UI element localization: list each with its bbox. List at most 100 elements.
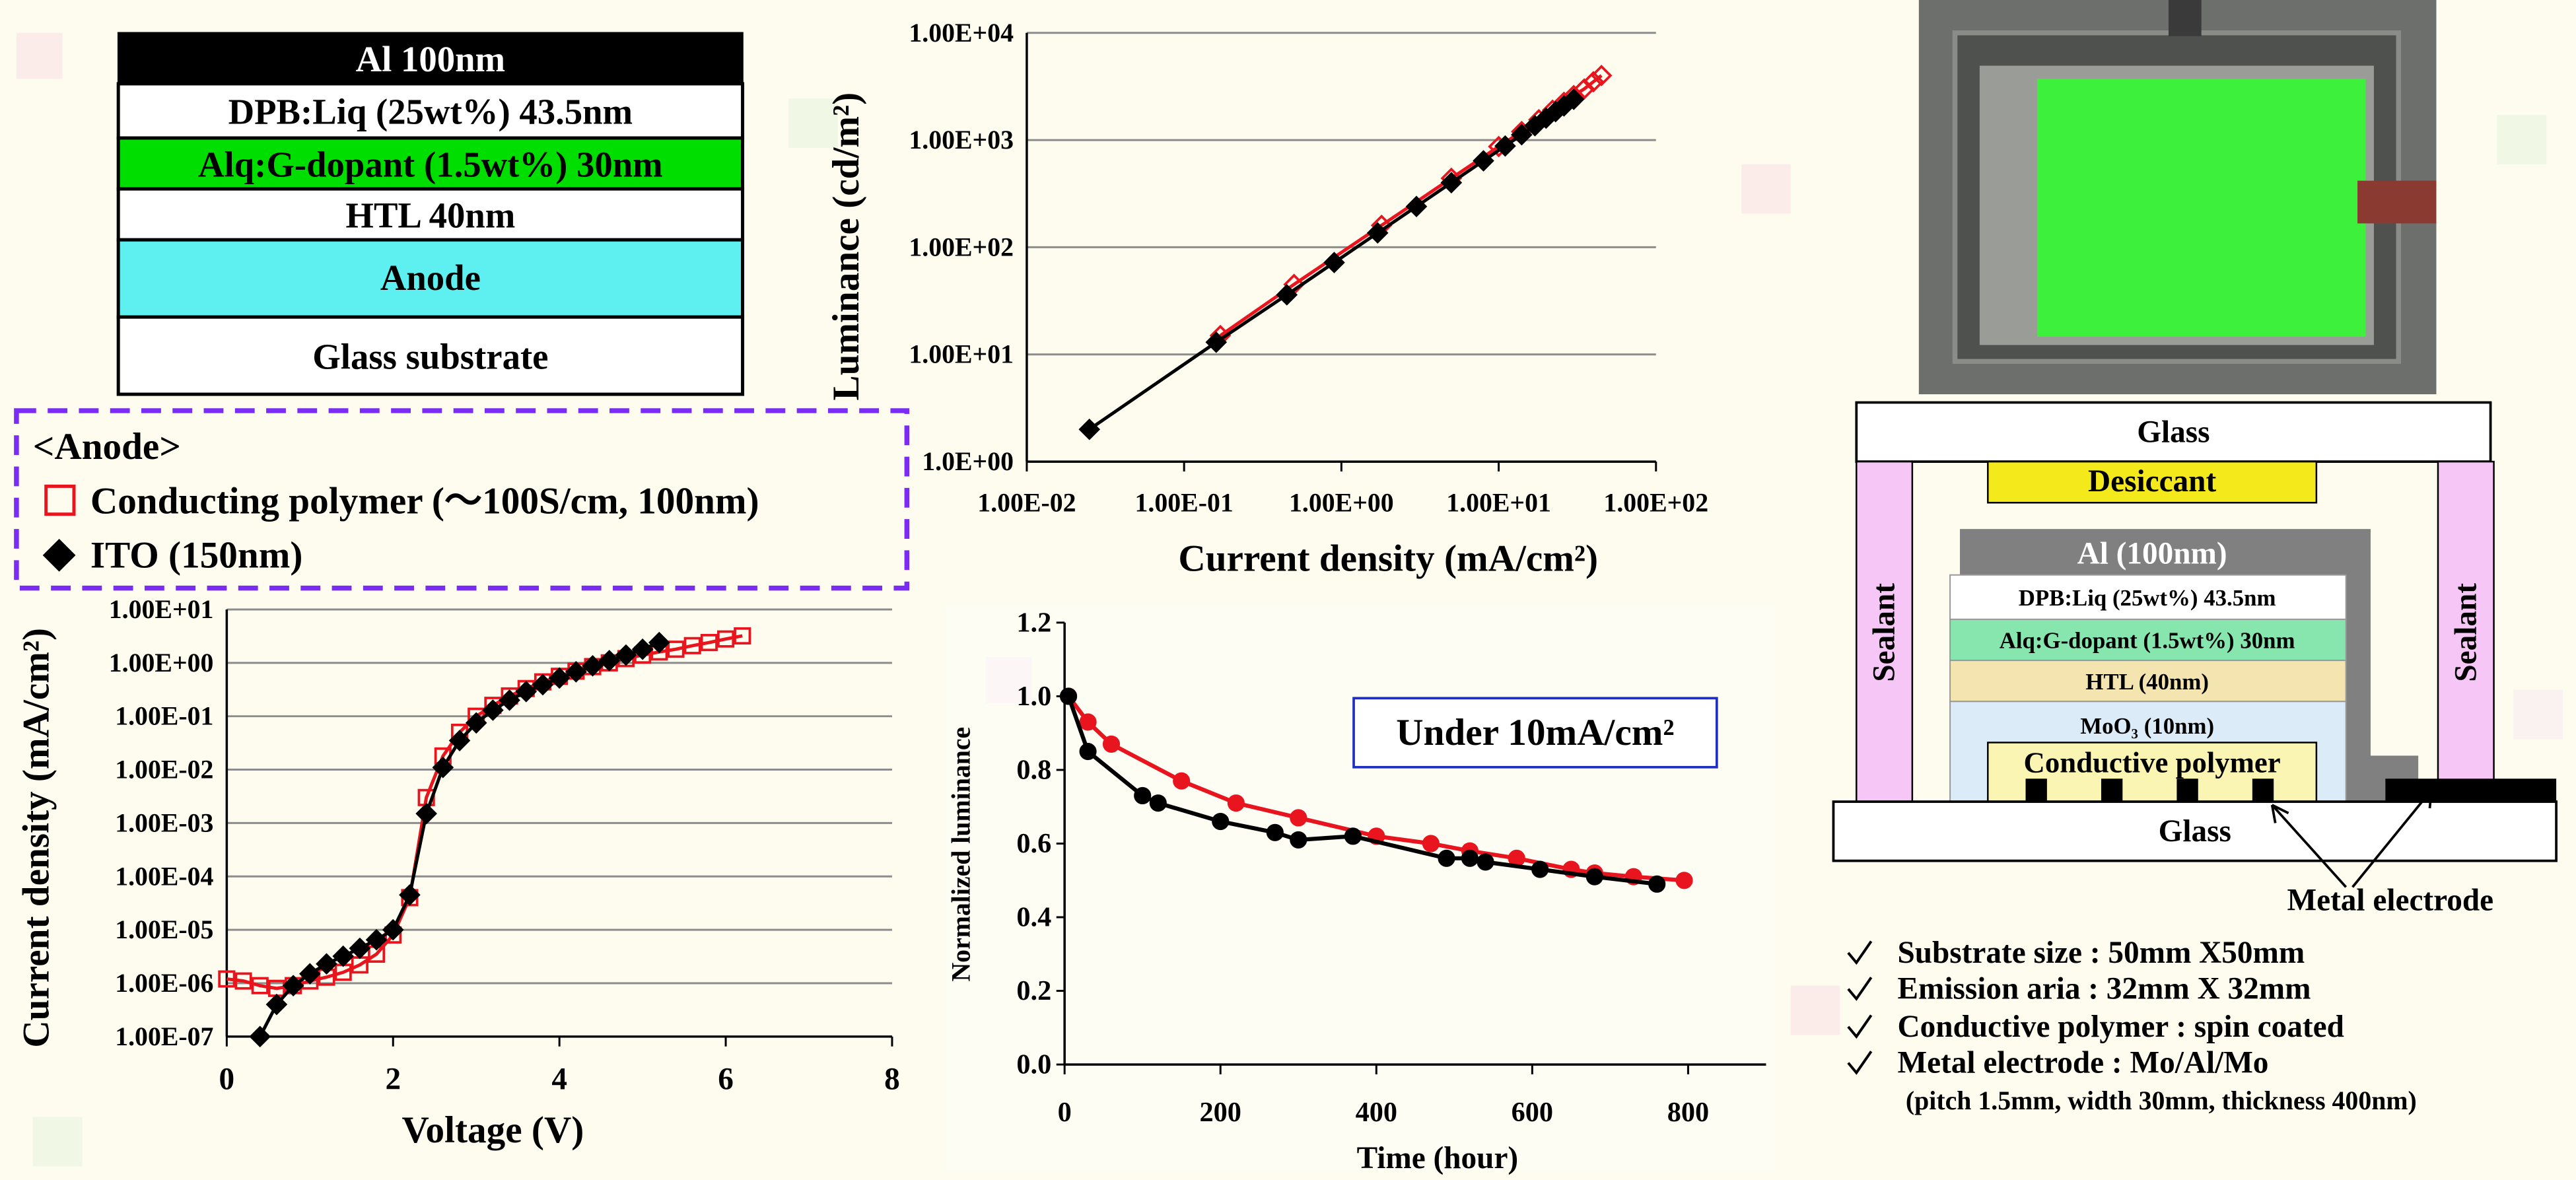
data-point [1477, 853, 1494, 871]
legend-marker [42, 539, 76, 572]
x-tick-label: 1.00E+01 [1446, 488, 1551, 517]
y-tick-label: 1.00E-07 [115, 1022, 213, 1051]
spec-item: Conductive polymer : spin coated [1897, 1010, 2344, 1044]
y-axis-title: Normalized luminance [946, 727, 975, 982]
data-point [382, 919, 404, 941]
data-point [716, 630, 735, 648]
data-point [1438, 849, 1455, 867]
data-point [282, 975, 304, 996]
y-tick-label: 0.4 [1016, 902, 1051, 933]
device-photo [1918, 0, 2437, 395]
data-point [1205, 331, 1228, 353]
y-tick-label: 1.00E+01 [909, 340, 1014, 369]
legend-box [14, 408, 910, 591]
annotation: Under 10mA/cm² [1396, 712, 1674, 753]
y-tick-label: 1.00E+03 [909, 125, 1014, 155]
y-tick-label: 1.00E+02 [909, 232, 1014, 261]
data-point [548, 667, 571, 689]
data-point [1079, 743, 1097, 761]
data-point [365, 928, 388, 951]
layer-label: Alq:G-dopant (1.5wt%) 30nm [198, 144, 663, 184]
y-tick-label: 1.00E+04 [909, 18, 1014, 48]
data-point [465, 712, 487, 734]
data-point [1440, 172, 1463, 194]
spec-item: Emission aria : 32mm X 32mm [1897, 972, 2311, 1006]
spec-item: Metal electrode : Mo/Al/Mo [1897, 1046, 2268, 1080]
y-axis-title: Current density (mA/cm²) [15, 628, 57, 1048]
data-point [1059, 687, 1078, 705]
layer [116, 315, 745, 396]
data-point [1102, 735, 1121, 753]
sealant-label: Sealant [1867, 583, 1902, 682]
al-label: Al (100nm) [2077, 536, 2227, 571]
data-point [399, 884, 421, 906]
data-point [631, 638, 654, 660]
data-point [1531, 860, 1549, 878]
glass-bottom [1832, 800, 2558, 862]
legend-item: ITO (150nm) [90, 534, 303, 576]
data-point [251, 977, 269, 994]
data-point [482, 699, 504, 721]
x-tick-label: 0 [1058, 1097, 1072, 1128]
data-point [332, 945, 355, 967]
data-point [667, 641, 685, 658]
specs: Substrate size : 50mm X50mm Emission ari… [1847, 936, 2417, 1115]
layer-label: DPB:Liq (25wt%) 43.5nm [2019, 585, 2276, 611]
x-axis-title: Current density (mA/cm²) [1178, 538, 1598, 579]
desiccant [1987, 460, 2318, 504]
layer-label: Glass substrate [312, 336, 548, 376]
legend-item: Conducting polymer (～100S/cm, 100nm) [90, 480, 759, 522]
data-point [298, 963, 321, 985]
data-point [1290, 831, 1307, 849]
sealant [1856, 460, 1914, 803]
data-point [448, 730, 471, 751]
layer [1949, 660, 2347, 703]
x-tick-label: 1.00E-02 [977, 488, 1076, 517]
data-point [499, 689, 520, 711]
x-tick-label: 800 [1667, 1097, 1709, 1128]
x-tick-label: 400 [1356, 1097, 1397, 1128]
data-point [1562, 88, 1585, 110]
x-axis-title: Time (hour) [1357, 1141, 1519, 1175]
x-tick-label: 200 [1200, 1097, 1241, 1128]
data-point [1078, 418, 1101, 440]
layer [117, 32, 744, 85]
data-point [598, 650, 621, 672]
data-point [1582, 71, 1605, 93]
x-tick-label: 6 [718, 1062, 734, 1096]
layer-label: HTL 40nm [345, 195, 515, 235]
legend: <Anode> Conducting polymer (～100S/cm, 10… [14, 408, 910, 591]
y-tick-label: 1.2 [1016, 607, 1051, 638]
glass-bottom-label: Glass [2159, 814, 2231, 849]
y-tick-label: 1.00E-04 [115, 862, 213, 891]
y-axis-title: Luminance (cd/m²) [825, 92, 867, 401]
device-diagram: Glass Desiccant Sealant Sealant Al (100n… [1832, 401, 2558, 917]
layer [1949, 574, 2347, 620]
glass-top-label: Glass [2137, 415, 2210, 449]
data-point [1266, 823, 1284, 841]
data-point [1585, 868, 1603, 885]
legend-title: <Anode> [33, 426, 181, 468]
data-point [316, 953, 337, 975]
y-tick-label: 1.0E+00 [922, 447, 1014, 476]
y-tick-label: 1.0 [1016, 681, 1051, 712]
data-point [1675, 872, 1693, 889]
data-point [234, 972, 252, 990]
layer [116, 82, 745, 140]
x-axis-title: Voltage (V) [401, 1109, 584, 1151]
metal-electrode-label: Metal electrode [2287, 883, 2494, 917]
y-tick-label: 0.0 [1016, 1049, 1051, 1080]
x-tick-label: 1.00E+02 [1603, 488, 1708, 517]
y-tick-label: 1.00E-06 [115, 969, 213, 998]
data-point [1276, 284, 1298, 306]
layer-label: Anode [380, 258, 481, 298]
data-point [249, 1025, 271, 1048]
data-point [1366, 222, 1389, 244]
y-tick-label: 1.00E-03 [115, 808, 213, 837]
data-point [700, 634, 718, 652]
layer [1949, 618, 2347, 662]
data-point [349, 937, 371, 959]
data-point [515, 680, 538, 703]
y-tick-label: 1.00E-05 [115, 915, 213, 944]
data-point [1079, 713, 1097, 731]
